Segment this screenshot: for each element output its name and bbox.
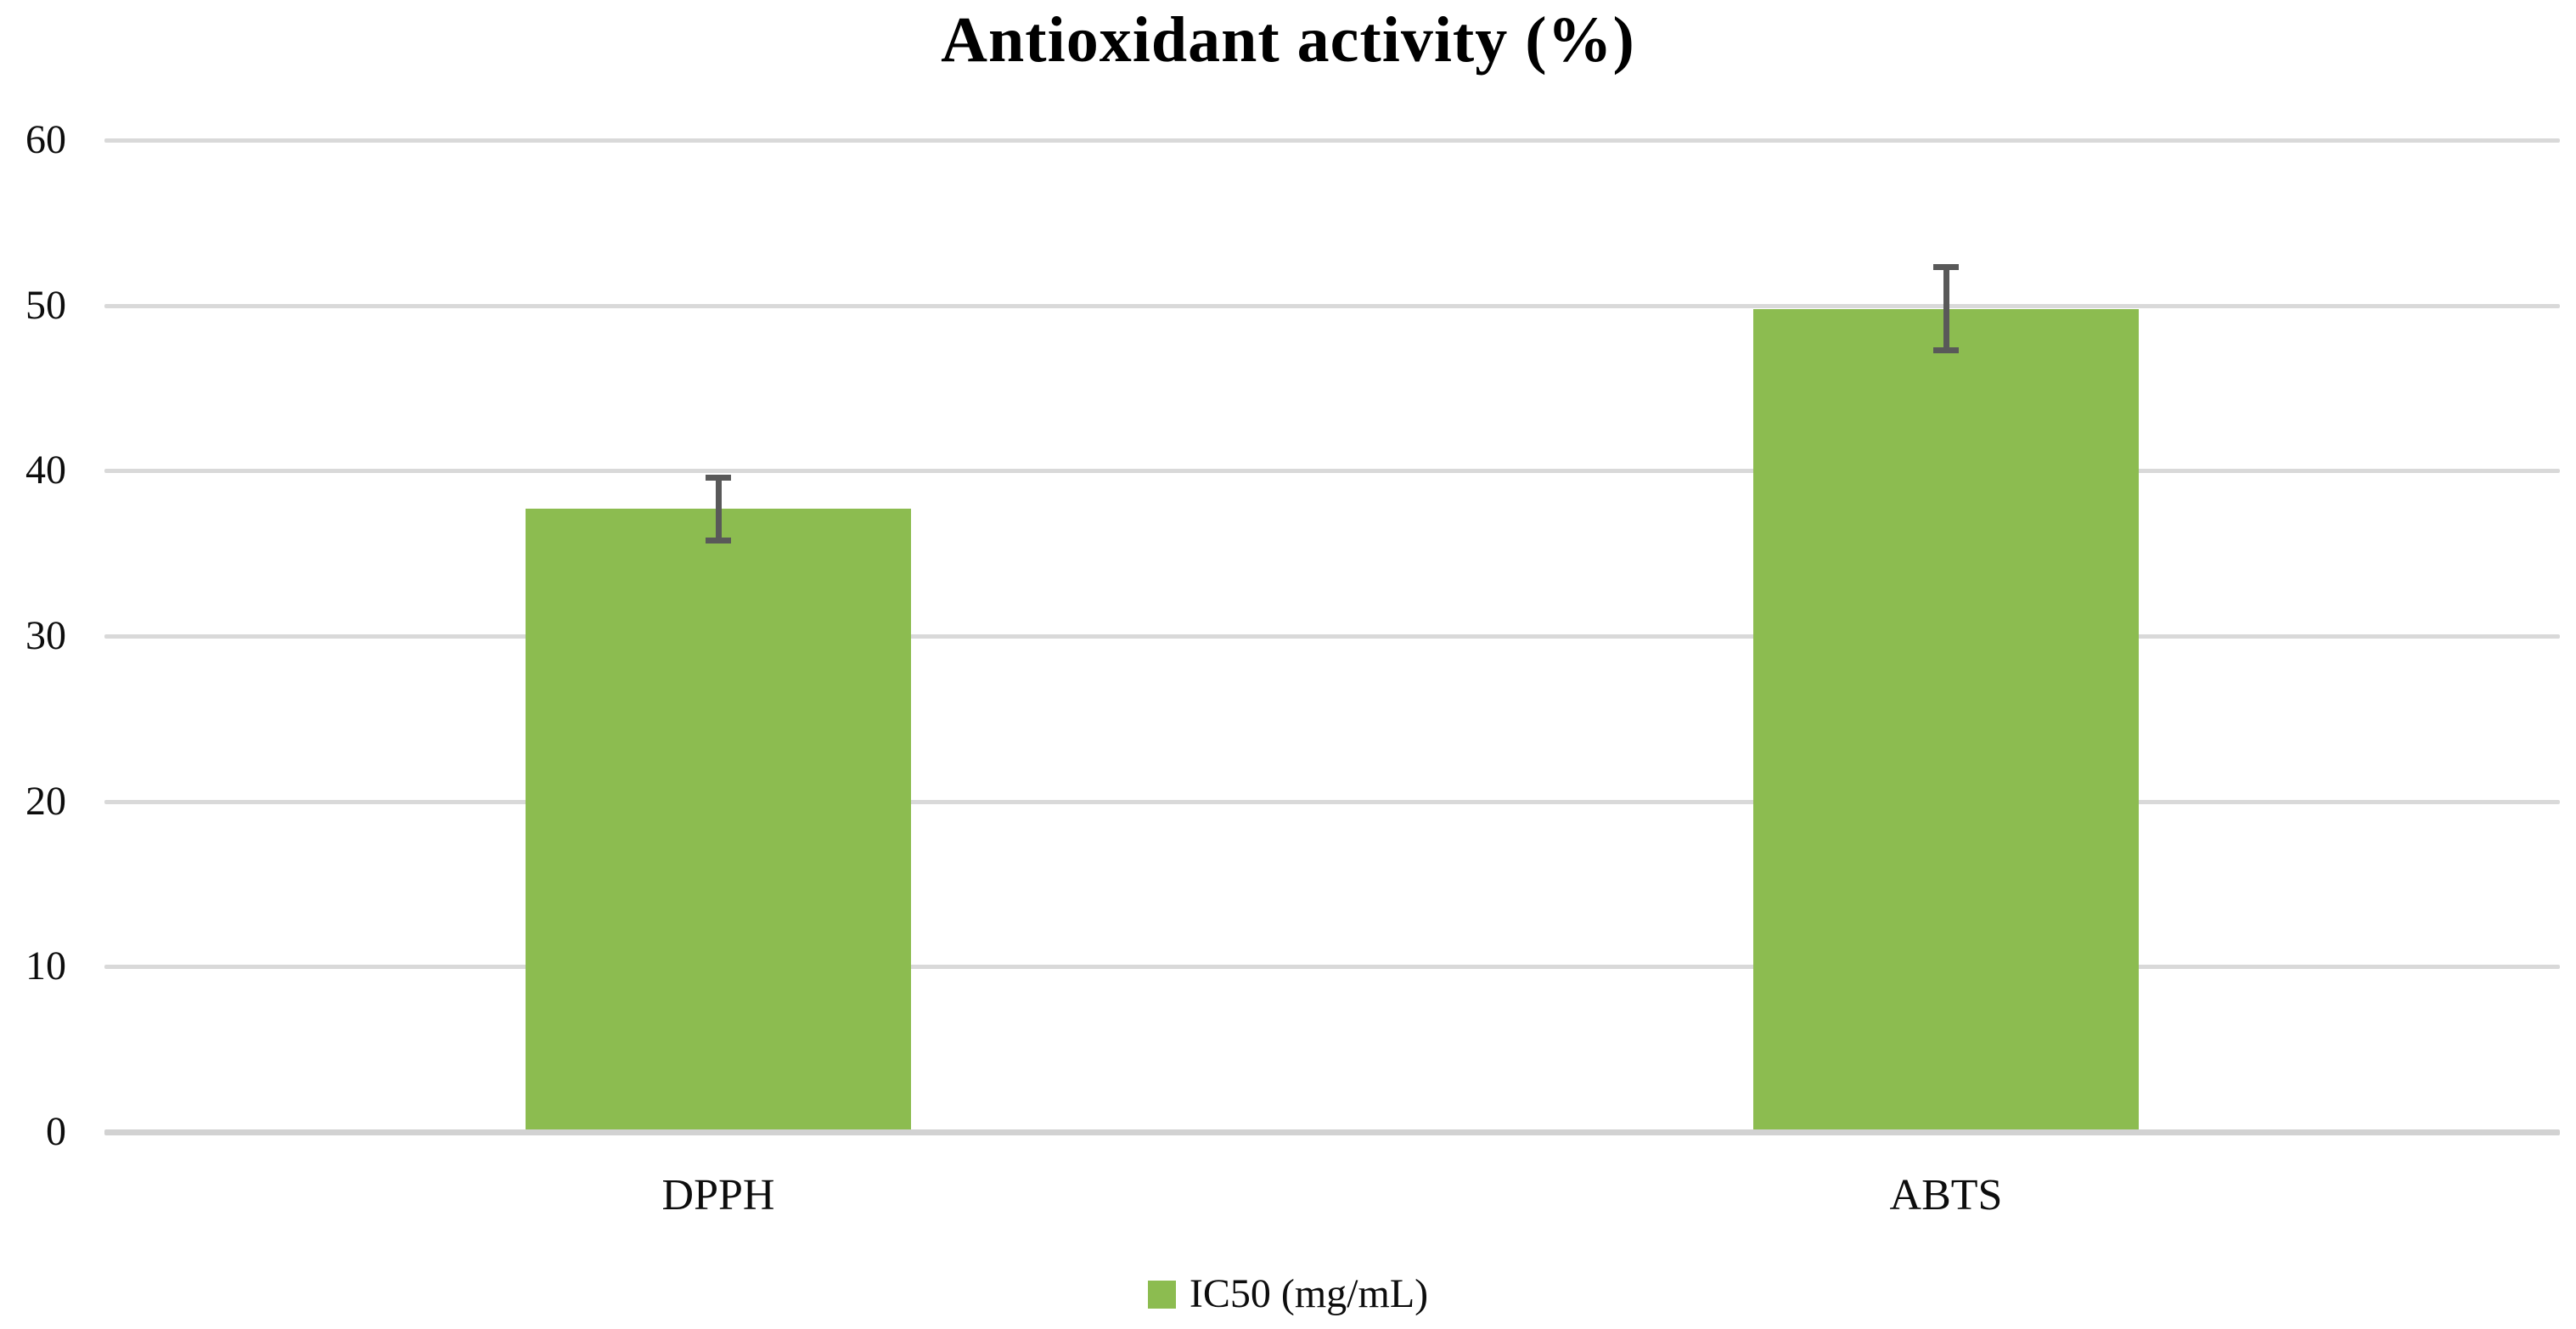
y-axis-tick-label: 50: [25, 282, 66, 328]
x-axis-line: [104, 1129, 2560, 1135]
chart-title: Antioxidant activity (%): [941, 4, 1635, 76]
y-axis-tick-label: 40: [25, 448, 66, 493]
gridline: [104, 469, 2560, 474]
y-axis-tick-label: 60: [25, 117, 66, 162]
bar-dpph: [526, 509, 911, 1130]
legend: IC50 (mg/mL): [0, 1272, 2576, 1316]
legend-swatch-icon: [1147, 1280, 1176, 1309]
error-bar-cap: [1933, 264, 1959, 271]
gridline: [104, 303, 2560, 308]
error-bar-whisker: [1943, 267, 1949, 351]
y-axis-tick-label: 0: [46, 1109, 66, 1154]
gridline: [104, 634, 2560, 639]
error-bar-cap: [1933, 346, 1959, 353]
gridline: [104, 965, 2560, 970]
y-axis-tick-label: 10: [25, 943, 66, 989]
gridline: [104, 138, 2560, 143]
bar-abts: [1753, 308, 2139, 1130]
error-bar-cap: [706, 537, 731, 543]
legend-label: IC50 (mg/mL): [1189, 1271, 1429, 1316]
x-axis-category-label: ABTS: [1889, 1171, 2003, 1219]
x-axis-category-label: DPPH: [661, 1171, 775, 1219]
y-axis-tick-label: 30: [25, 613, 66, 658]
gridline: [104, 799, 2560, 804]
error-bar-cap: [706, 474, 731, 481]
y-axis-tick-label: 20: [25, 778, 66, 824]
error-bar-whisker: [715, 477, 722, 541]
